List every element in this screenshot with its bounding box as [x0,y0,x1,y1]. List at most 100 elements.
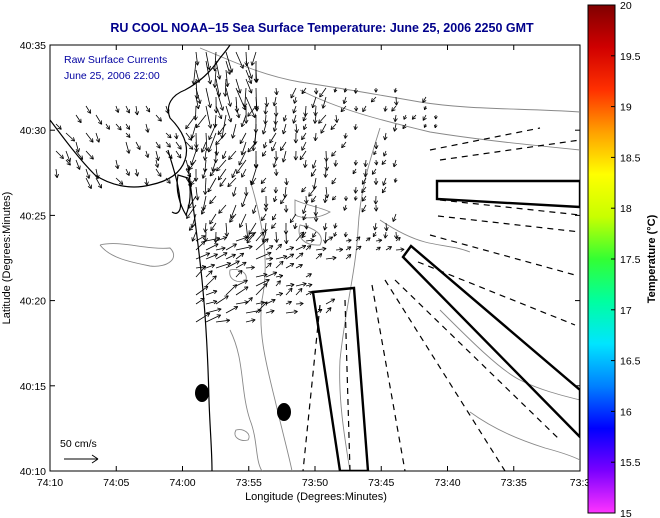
current-vector [393,114,398,122]
current-vector [353,159,358,166]
current-vector [205,299,218,305]
current-vector [115,123,122,131]
current-vector [65,132,76,142]
current-vector [134,105,140,116]
current-vector [209,213,217,225]
current-vector [240,141,247,156]
current-vector [284,177,289,186]
current-vector [205,270,213,278]
current-vector [301,87,307,95]
current-vector [245,265,255,270]
current-vector [295,244,307,251]
current-vector [261,150,267,157]
current-vector [209,168,217,177]
current-vector [225,243,237,251]
current-vector [255,251,272,260]
current-vector [215,295,229,305]
current-vector [340,105,347,113]
current-vector [225,60,232,75]
current-vector [211,159,217,172]
current-vector [261,123,267,135]
current-vector [383,132,388,141]
current-vector [274,231,279,243]
current-vector [392,123,398,132]
current-vector [188,159,197,171]
x-tick-label: 73:35 [501,477,527,489]
current-vector [155,150,160,161]
current-vector [185,141,194,150]
current-vector [395,237,401,242]
current-vector [373,195,379,205]
current-vector [375,246,381,251]
current-vector [251,132,257,152]
current-vector [265,271,278,278]
current-vector [301,132,307,141]
y-tick-label: 40:25 [20,210,46,222]
current-vector [245,69,253,84]
current-vector [422,114,427,121]
current-vector [250,51,257,66]
current-vector [363,168,368,178]
current-vector [381,159,387,165]
current-vector [235,78,242,94]
radar-beam-lines [302,127,580,471]
current-vector [295,264,303,269]
current-vector [245,232,255,242]
current-vector [285,253,295,260]
current-vector [265,298,276,305]
current-vector [195,285,209,296]
current-vector [295,282,307,287]
current-vector [215,246,226,251]
current-vector [85,168,91,179]
shoreline-hook [167,149,182,214]
current-vector [361,186,367,194]
current-vector [215,252,228,260]
current-vector [304,195,309,204]
current-vector [125,105,131,114]
current-vector [280,141,287,151]
current-vector [208,123,217,141]
current-vector [203,222,208,233]
current-vector [85,177,92,189]
current-vector [155,168,162,177]
current-vector [205,275,217,287]
current-vector [354,105,359,112]
current-vector [134,168,140,177]
contour-line [379,219,471,253]
current-vector [255,278,270,287]
colorbar-tick-label: 16 [620,406,632,418]
current-vector [272,123,278,132]
current-vector [245,96,256,119]
current-vector [272,159,277,168]
plot-frame [49,44,581,472]
current-vector [275,260,284,269]
current-vector [261,213,267,222]
current-vector [292,105,297,114]
current-vector [392,213,397,222]
current-vector [333,87,338,93]
current-vector [394,96,399,106]
current-vector [144,177,149,186]
current-vector [241,168,247,178]
y-tick-label: 40:35 [20,40,46,52]
current-vector [144,150,150,158]
current-vector [235,286,249,296]
current-vector [264,96,269,107]
current-vector [333,222,338,229]
current-vector [285,263,295,269]
current-vector [85,105,92,114]
current-vector [293,150,299,161]
current-vector [343,132,348,139]
current-vector [195,87,202,105]
current-vector [423,105,428,111]
current-vector [295,287,303,296]
current-vector [254,96,260,112]
colorbar-tick-label: 19.5 [620,51,641,63]
contour-line [298,224,322,246]
current-vector [381,186,387,194]
current-vector [372,231,377,238]
current-vector [115,159,120,170]
current-vector [361,195,367,202]
current-vector [301,231,307,239]
